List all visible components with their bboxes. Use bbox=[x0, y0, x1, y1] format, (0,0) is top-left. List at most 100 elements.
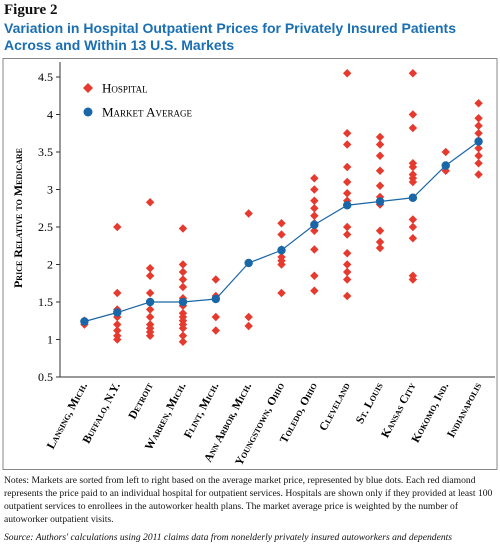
hospital-marker bbox=[178, 282, 188, 292]
average-marker bbox=[80, 317, 89, 326]
hospital-marker bbox=[474, 151, 483, 160]
hospital-marker bbox=[375, 237, 385, 247]
hospital-marker bbox=[342, 230, 352, 239]
hospital-marker bbox=[408, 275, 418, 284]
x-tick-label: Kansas City bbox=[379, 381, 418, 440]
hospital-marker bbox=[375, 132, 385, 142]
hospital-marker bbox=[211, 326, 221, 335]
hospital-marker bbox=[342, 267, 352, 277]
hospital-marker bbox=[113, 288, 122, 298]
hospital-marker bbox=[310, 226, 319, 235]
hospital-marker bbox=[474, 159, 483, 168]
hospital-marker bbox=[342, 249, 352, 258]
y-tick-label: 3.5 bbox=[38, 145, 53, 159]
y-tick-label: 4.5 bbox=[38, 70, 53, 84]
hospital-marker bbox=[474, 114, 483, 123]
hospital-marker bbox=[277, 288, 286, 298]
hospital-marker bbox=[375, 166, 385, 175]
hospital-marker bbox=[145, 331, 155, 340]
hospital-marker bbox=[474, 99, 483, 108]
hospital-marker bbox=[342, 129, 352, 138]
hospital-marker bbox=[310, 185, 319, 194]
hospital-marker bbox=[310, 174, 319, 183]
hospital-marker bbox=[113, 335, 122, 344]
y-tick-label: 0.5 bbox=[38, 370, 53, 384]
x-tick-label: St. Louis bbox=[354, 380, 386, 426]
hospital-marker bbox=[342, 275, 352, 284]
hospital-marker bbox=[474, 121, 483, 130]
hospital-marker bbox=[145, 264, 155, 273]
hospital-marker bbox=[178, 331, 188, 340]
legend-marker bbox=[83, 83, 93, 93]
x-tick-label: Flint, Mich. bbox=[182, 381, 221, 441]
legend-marker bbox=[83, 107, 93, 117]
average-marker bbox=[310, 220, 319, 229]
hospital-marker bbox=[145, 288, 155, 298]
hospital-marker bbox=[342, 177, 352, 187]
y-tick-label: 1 bbox=[47, 333, 53, 347]
average-marker bbox=[375, 197, 385, 206]
hospital-marker bbox=[310, 271, 319, 280]
hospital-marker bbox=[408, 123, 418, 133]
average-marker bbox=[211, 294, 221, 304]
hospital-marker bbox=[375, 140, 385, 149]
hospital-marker bbox=[113, 326, 122, 335]
hospital-marker bbox=[244, 209, 253, 218]
y-tick-label: 3 bbox=[47, 183, 53, 197]
y-tick-label: 2 bbox=[47, 258, 53, 272]
hospital-marker bbox=[113, 320, 122, 329]
legend-label: Market Average bbox=[102, 105, 192, 120]
average-marker bbox=[474, 137, 483, 146]
hospital-marker bbox=[408, 222, 418, 232]
hospital-marker bbox=[441, 147, 450, 157]
hospital-marker bbox=[375, 181, 385, 190]
y-tick-label: 2.5 bbox=[38, 220, 53, 234]
average-marker bbox=[277, 246, 286, 255]
hospital-marker bbox=[408, 215, 418, 224]
hospital-marker bbox=[375, 226, 385, 235]
hospital-marker bbox=[310, 286, 319, 295]
hospital-marker bbox=[244, 312, 253, 322]
hospital-marker bbox=[145, 271, 155, 280]
x-tick-label: Detroit bbox=[127, 380, 156, 421]
legend-label: Hospital bbox=[102, 81, 148, 96]
average-marker bbox=[145, 297, 155, 307]
hospital-marker bbox=[277, 260, 286, 269]
chart-title: Variation in Hospital Outpatient Prices … bbox=[4, 20, 457, 53]
hospital-marker bbox=[113, 312, 122, 322]
hospital-marker bbox=[211, 275, 221, 284]
hospital-marker bbox=[145, 312, 155, 322]
chart-frame bbox=[2, 58, 498, 470]
y-tick-label: 1.5 bbox=[38, 295, 53, 309]
average-marker bbox=[244, 258, 253, 268]
hospital-marker bbox=[178, 337, 188, 346]
hospital-marker bbox=[178, 267, 188, 277]
hospital-marker bbox=[342, 69, 352, 78]
source: Source: Authors' calculations using 2011… bbox=[4, 532, 453, 543]
hospital-marker bbox=[408, 110, 418, 119]
hospital-marker bbox=[375, 243, 385, 253]
hospital-marker bbox=[145, 305, 155, 314]
hospital-marker bbox=[277, 230, 286, 239]
y-axis-label: Price Relative to Medicare bbox=[11, 148, 25, 288]
hospital-marker bbox=[342, 291, 352, 301]
hospital-marker bbox=[342, 162, 352, 172]
average-marker bbox=[342, 201, 352, 210]
hospital-marker bbox=[375, 151, 385, 160]
x-tick-label: Indianapolis bbox=[445, 380, 484, 440]
hospital-marker bbox=[145, 198, 155, 207]
hospital-marker bbox=[342, 222, 352, 232]
hospital-marker bbox=[310, 245, 319, 254]
hospital-marker bbox=[342, 189, 352, 198]
hospital-marker bbox=[408, 234, 418, 243]
notes: Notes: Markets are sorted from left to r… bbox=[4, 475, 493, 525]
hospital-marker bbox=[408, 69, 418, 78]
hospital-marker bbox=[178, 324, 188, 333]
figure-label: Figure 2 bbox=[4, 2, 58, 18]
hospital-marker bbox=[474, 170, 483, 179]
hospital-marker bbox=[474, 129, 483, 138]
hospital-marker bbox=[310, 196, 319, 205]
hospital-marker bbox=[342, 140, 352, 149]
hospital-marker bbox=[211, 312, 221, 322]
average-marker bbox=[408, 193, 418, 202]
